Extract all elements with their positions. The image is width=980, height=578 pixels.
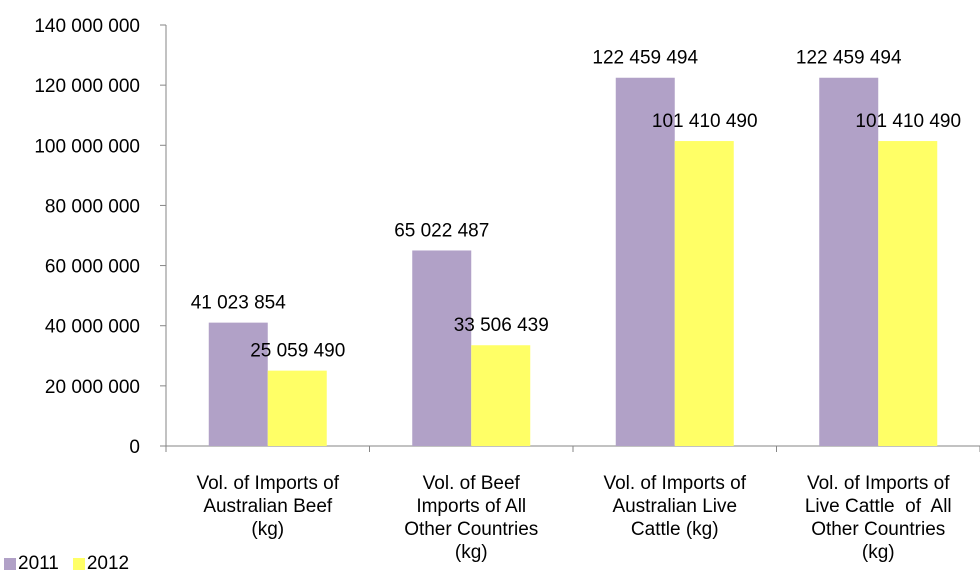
x-category-label: Vol. of Imports of [196,473,339,494]
legend-label-2012: 2012 [86,553,130,574]
legend: 2011 2012 [4,553,143,575]
data-label-2011: 65 022 487 [394,220,489,241]
data-label-2012: 25 059 490 [250,341,345,362]
bar-2012 [674,141,734,446]
legend-item-2012: 2012 [72,553,130,575]
x-category-label: Imports of All [416,496,526,517]
y-tick-label: 80 000 000 [45,196,140,217]
x-category-label: Australian Live [612,496,737,517]
bar-2012 [267,370,327,446]
data-label-2012: 101 410 490 [652,111,758,132]
legend-label-2011: 2011 [18,553,59,574]
x-category-label: Australian Beef [203,496,333,517]
data-label-2011: 41 023 854 [191,293,287,314]
legend-item-2011: 2011 [4,553,59,575]
x-category-label: Other Countries [811,519,945,540]
data-label-2012: 101 410 490 [855,111,961,132]
y-tick-label: 120 000 000 [34,76,140,97]
legend-swatch-2012 [72,558,85,570]
bar-2012 [471,345,531,446]
legend-swatch-2011 [4,558,16,570]
y-tick-label: 60 000 000 [45,257,140,278]
x-category-label: Live Cattle of All [805,496,952,517]
y-tick-label: 0 [129,437,140,458]
data-label-2011: 122 459 494 [592,48,698,69]
x-category-label: (kg) [251,519,284,540]
x-category-label: (kg) [862,542,895,563]
x-category-label: Vol. of Imports of [807,473,950,494]
x-category-label: (kg) [455,542,488,563]
y-tick-label: 20 000 000 [45,377,140,398]
bar-2012 [878,141,938,446]
y-tick-label: 100 000 000 [34,136,140,157]
data-label-2011: 122 459 494 [796,48,902,69]
y-tick-label: 140 000 000 [34,16,140,37]
x-category-label: Vol. of Imports of [603,473,746,494]
bar-2011 [615,77,675,446]
x-category-label: Other Countries [404,519,538,540]
bar-2011 [412,250,472,446]
bar-2011 [819,77,879,446]
bar-2011 [208,322,268,446]
data-label-2012: 33 506 439 [454,315,549,336]
x-category-label: Vol. of Beef [423,473,521,494]
x-category-label: Cattle (kg) [631,519,719,540]
y-tick-label: 40 000 000 [45,317,140,338]
